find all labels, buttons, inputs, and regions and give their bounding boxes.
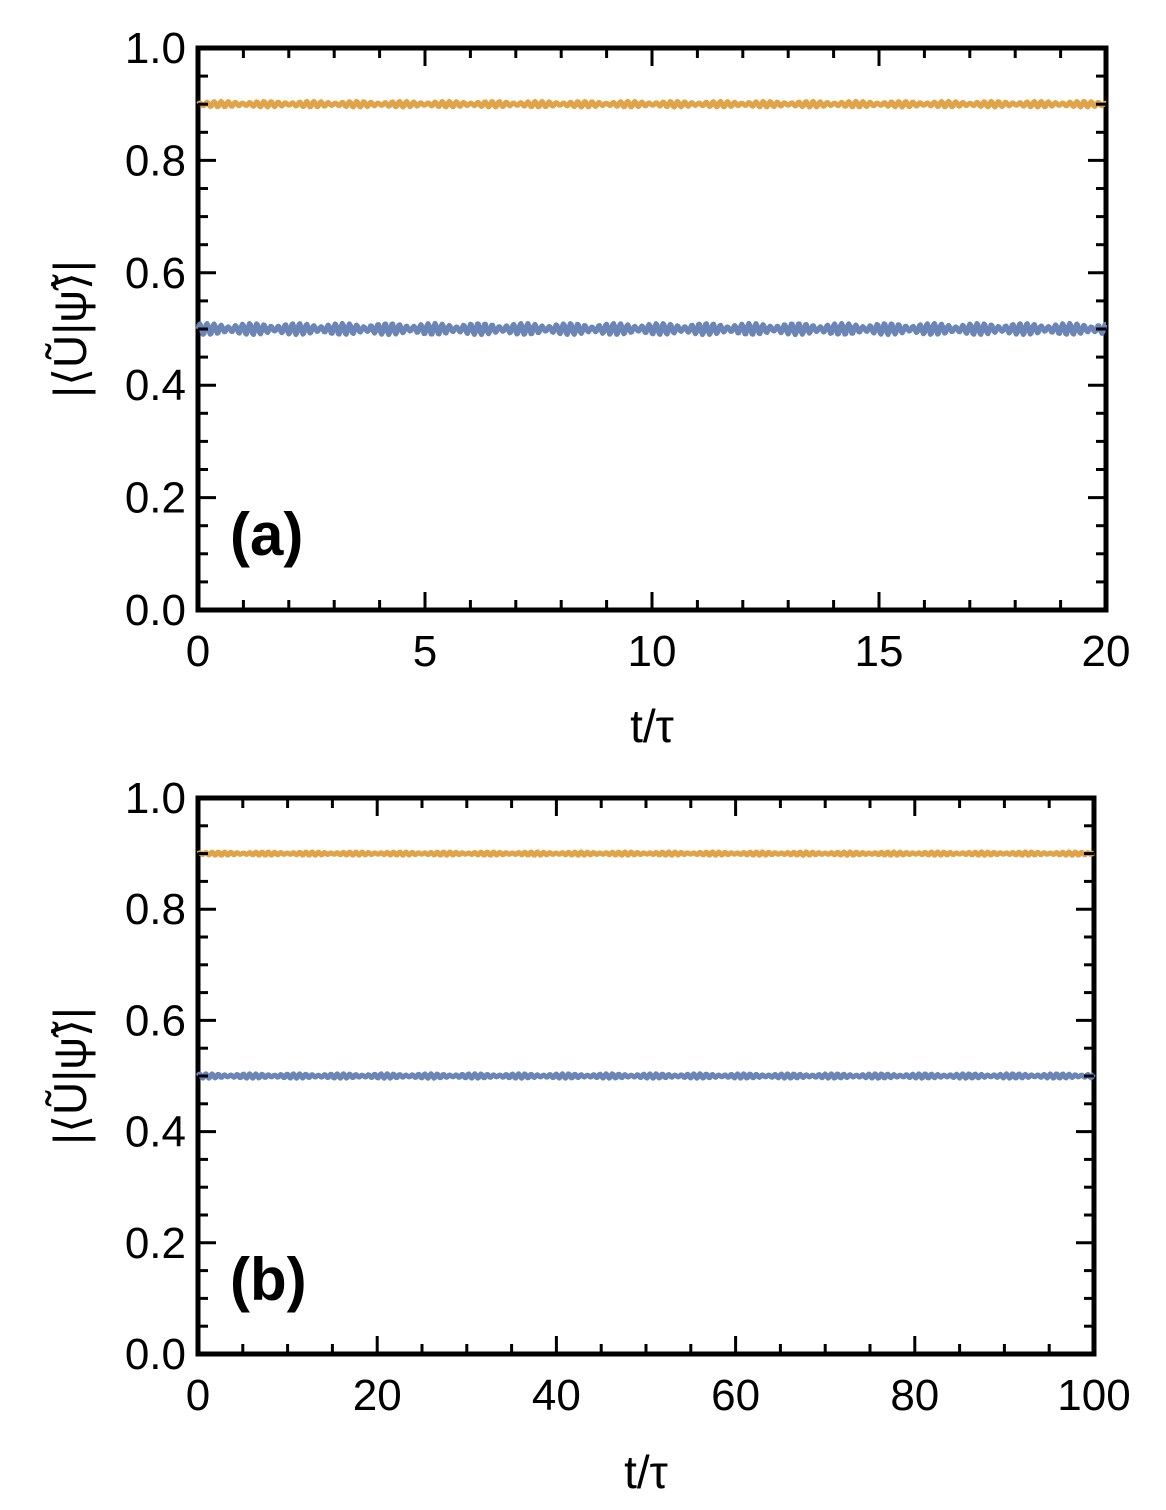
- y-tick-label: 0.2: [125, 1219, 186, 1268]
- x-tick-label: 20: [1082, 627, 1131, 676]
- panel-b-series: [195, 849, 1096, 1081]
- x-tick-label: 60: [711, 1371, 760, 1420]
- y-tick-label: 0.6: [125, 249, 186, 298]
- y-tick-label: 0.2: [125, 474, 186, 523]
- series-line: [196, 849, 1096, 858]
- y-tick-label: 1.0: [125, 774, 186, 823]
- series-line: [195, 320, 1108, 338]
- panel-a: 0.0 0.2 0.4 0.6 0.8 1.0 0 5 10 15 20 t/τ |⟨Ũ|ψ̃⟩|…: [44, 24, 1130, 752]
- x-tick-label: 100: [1057, 1371, 1130, 1420]
- y-tick-label: 0.6: [125, 996, 186, 1045]
- panel-b: 0.0 0.2 0.4 0.6 0.8 1.0 0 20 40 60 80 100 t/τ |⟨Ũ|…: [44, 774, 1131, 1498]
- x-tick-label: 10: [628, 627, 677, 676]
- panel-b-x-tick-labels: 0 20 40 60 80 100: [186, 1371, 1131, 1420]
- y-tick-label: 1.0: [125, 24, 186, 73]
- x-tick-label: 80: [890, 1371, 939, 1420]
- x-tick-label: 0: [186, 1371, 210, 1420]
- panel-b-x-axis-label: t/τ: [624, 1446, 668, 1498]
- panel-b-y-tick-labels: 0.0 0.2 0.4 0.6 0.8 1.0: [125, 774, 186, 1379]
- series-line: [196, 98, 1108, 110]
- panel-b-y-axis-label: |⟨Ũ|ψ̃⟩|: [44, 1007, 96, 1145]
- series-line: [195, 1071, 1096, 1081]
- x-tick-label: 40: [532, 1371, 581, 1420]
- panel-b-ticks: [196, 796, 1096, 1356]
- y-tick-label: 0.0: [125, 1330, 186, 1379]
- y-tick-label: 0.8: [125, 885, 186, 934]
- x-tick-label: 0: [186, 627, 210, 676]
- x-tick-label: 20: [353, 1371, 402, 1420]
- x-tick-label: 5: [413, 627, 437, 676]
- panel-a-y-tick-labels: 0.0 0.2 0.4 0.6 0.8 1.0: [125, 24, 186, 635]
- y-tick-label: 0.8: [125, 136, 186, 185]
- panel-a-x-axis-label: t/τ: [630, 700, 674, 752]
- panel-a-x-tick-labels: 0 5 10 15 20: [186, 627, 1131, 676]
- panel-a-y-axis-label: |⟨Ũ|ψ̃⟩|: [44, 260, 96, 398]
- y-tick-label: 0.4: [125, 361, 186, 410]
- panel-a-series: [195, 98, 1108, 338]
- panel-b-label: (b): [230, 1246, 307, 1313]
- panel-a-label: (a): [230, 501, 303, 568]
- y-tick-label: 0.4: [125, 1108, 186, 1157]
- y-tick-label: 0.0: [125, 586, 186, 635]
- x-tick-label: 15: [855, 627, 904, 676]
- panel-a-ticks: [196, 46, 1108, 612]
